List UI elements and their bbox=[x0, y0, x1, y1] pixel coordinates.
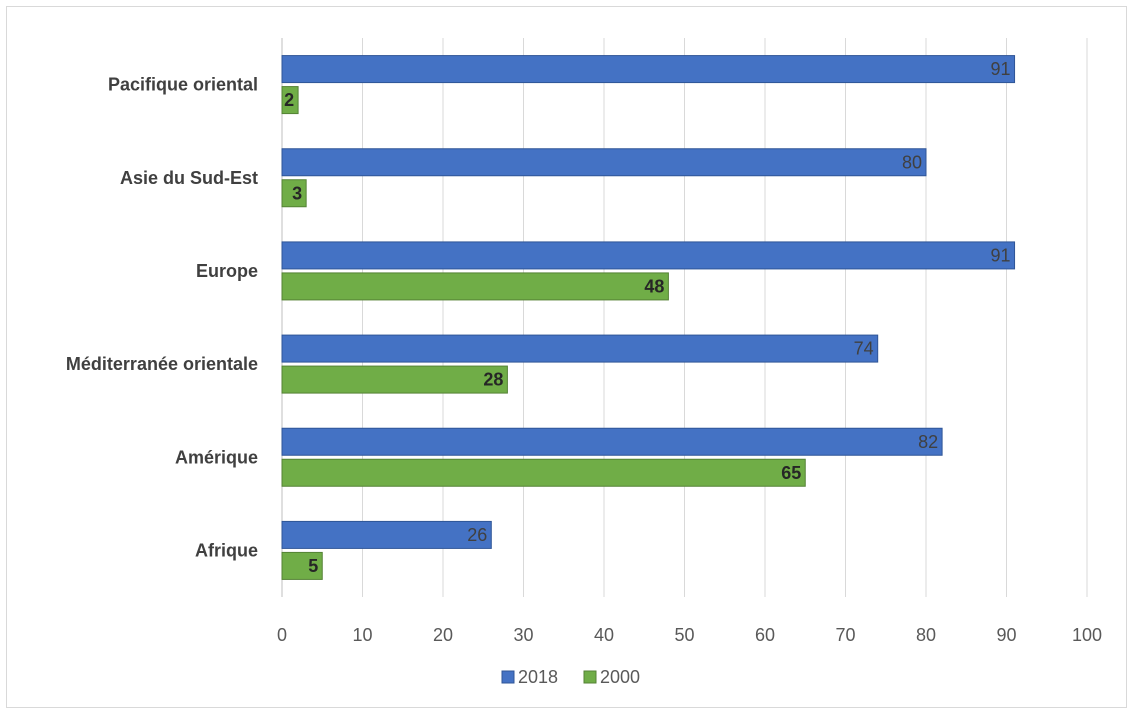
data-label-2000: 2 bbox=[284, 90, 294, 110]
x-tick-label: 20 bbox=[433, 625, 453, 645]
x-tick-label: 30 bbox=[513, 625, 533, 645]
category-label: Amérique bbox=[175, 447, 258, 467]
bar-2018 bbox=[281, 334, 879, 363]
category-label: Asie du Sud-Est bbox=[120, 168, 258, 188]
bar-2000 bbox=[281, 365, 508, 394]
bar-2018 bbox=[281, 241, 1016, 270]
x-tick-label: 50 bbox=[674, 625, 694, 645]
bar-2018 bbox=[281, 520, 492, 549]
data-label-2000: 28 bbox=[483, 370, 503, 390]
x-tick-label: 40 bbox=[594, 625, 614, 645]
data-label-2000: 65 bbox=[781, 463, 801, 483]
bars bbox=[281, 55, 1016, 580]
data-labels: 91 2 80 3 91 48 74 28 82 65 26 5 bbox=[284, 59, 1010, 576]
legend-swatch bbox=[501, 670, 515, 684]
category-label: Pacifique oriental bbox=[108, 75, 258, 95]
x-tick-label: 70 bbox=[835, 625, 855, 645]
gridlines bbox=[281, 38, 1088, 597]
bar-2000 bbox=[281, 86, 299, 115]
data-label-2018: 74 bbox=[854, 339, 874, 359]
x-tick-label: 100 bbox=[1072, 625, 1102, 645]
x-tick-label: 80 bbox=[916, 625, 936, 645]
legend-label: 2018 bbox=[518, 667, 558, 687]
x-tick-label: 0 bbox=[277, 625, 287, 645]
data-label-2000: 48 bbox=[644, 276, 664, 296]
bar-2000 bbox=[281, 458, 806, 487]
data-label-2018: 91 bbox=[991, 59, 1011, 79]
data-label-2018: 80 bbox=[902, 152, 922, 172]
data-label-2000: 5 bbox=[308, 556, 318, 576]
data-label-2018: 91 bbox=[991, 245, 1011, 265]
bar-2018 bbox=[281, 427, 943, 456]
bar-2000 bbox=[281, 179, 307, 208]
x-axis-tick-labels: 0 10 20 30 40 50 60 70 80 90 100 bbox=[277, 625, 1102, 645]
data-label-2018: 82 bbox=[918, 432, 938, 452]
x-tick-label: 10 bbox=[352, 625, 372, 645]
x-tick-label: 90 bbox=[996, 625, 1016, 645]
data-label-2000: 3 bbox=[292, 183, 302, 203]
legend: 2018 2000 bbox=[501, 667, 640, 687]
legend-label: 2000 bbox=[600, 667, 640, 687]
category-label: Méditerranée orientale bbox=[66, 354, 258, 374]
legend-swatch bbox=[583, 670, 597, 684]
x-tick-label: 60 bbox=[755, 625, 775, 645]
bar-2000 bbox=[281, 272, 669, 301]
category-labels: Pacifique oriental Asie du Sud-Est Europe M… bbox=[66, 75, 258, 561]
bar-2000 bbox=[281, 551, 323, 580]
data-label-2018: 26 bbox=[467, 525, 487, 545]
bar-2018 bbox=[281, 148, 927, 177]
bar-2018 bbox=[281, 55, 1016, 84]
category-label: Europe bbox=[196, 261, 258, 281]
category-label: Afrique bbox=[195, 540, 258, 560]
